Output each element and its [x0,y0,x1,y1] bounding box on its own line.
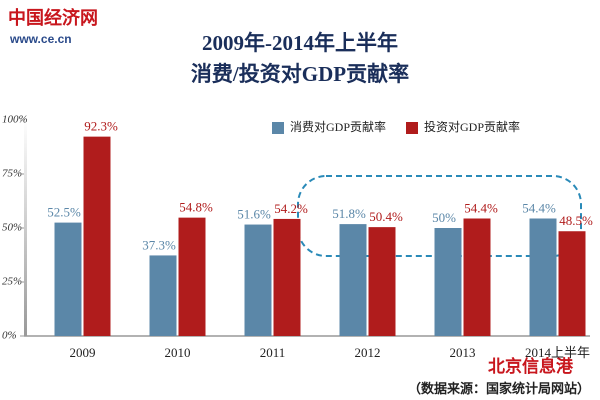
value-label: 51.8% [332,206,366,221]
chart-title: 2009年-2014年上半年 [202,31,398,55]
chart-subtitle: 消费/投资对GDP贡献率 [191,62,409,86]
value-label: 50% [432,210,456,225]
x-tick-label: 2011 [260,345,286,360]
bar [529,218,557,336]
bar [558,231,586,336]
value-label: 54.4% [464,200,498,215]
bar [54,222,82,336]
bar [339,224,367,336]
value-label: 37.3% [142,237,176,252]
value-label: 54.8% [179,200,213,215]
y-tick-label: 0% [2,330,17,342]
bar [368,227,396,336]
legend-swatch [272,122,284,134]
value-label: 52.5% [47,205,81,220]
bar [463,218,491,336]
legend-label: 消费对GDP贡献率 [290,119,386,134]
value-label: 51.6% [237,207,271,222]
x-tick-label: 2013 [450,345,476,360]
bar [244,224,272,336]
bar [273,218,301,336]
value-label: 54.2% [274,201,308,216]
x-tick-label: 2009 [70,345,96,360]
x-tick-label: 2014上半年 [525,345,590,360]
source-note: （数据来源：国家统计局网站） [408,381,590,396]
y-tick-label: 25% [2,276,22,288]
value-label: 48.5% [559,213,593,228]
watermark: 北京信息港 [488,356,574,376]
bar [149,255,177,336]
legend-label: 投资对GDP贡献率 [424,119,520,134]
logo: 中国经济网 [8,7,98,28]
bar [83,136,111,336]
bar [434,228,462,336]
website: www.ce.cn [9,32,72,46]
y-tick-label: 50% [2,222,22,234]
y-axis [24,118,27,336]
x-tick-label: 2010 [165,345,191,360]
value-label: 92.3% [84,119,118,134]
legend-swatch [406,122,418,134]
x-tick-label: 2012 [355,345,381,360]
y-tick-label: 75% [2,168,22,180]
y-tick-label: 100% [2,114,28,126]
value-label: 50.4% [369,209,403,224]
value-label: 54.4% [522,200,556,215]
bar [178,217,206,336]
